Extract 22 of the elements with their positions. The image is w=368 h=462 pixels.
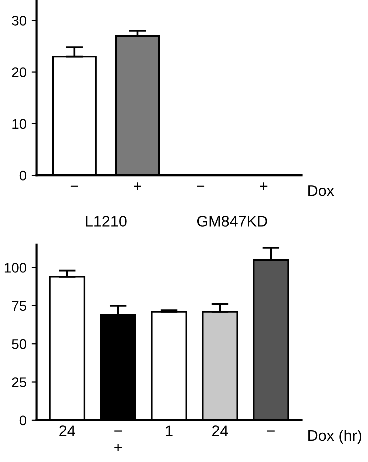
x-tick-label: +: [260, 182, 268, 190]
y-tick-label: 0: [20, 416, 27, 426]
x-tick-label: −: [267, 430, 275, 432]
x-axis-title: Dox: [308, 186, 334, 196]
x-tick-label: −: [70, 186, 78, 187]
y-tick-label: 75: [12, 301, 26, 312]
y-tick-label: 10: [12, 119, 27, 130]
y-tick-label: 20: [12, 68, 27, 78]
x-tick-label: +: [134, 182, 142, 190]
y-tick-label: 0: [20, 170, 27, 181]
y-tick-label: 25: [12, 378, 26, 388]
x-tick-label: 24: [212, 426, 228, 436]
text: L1210: [86, 216, 127, 227]
x-tick-label: −: [197, 186, 205, 187]
y-tick-label: 100: [4, 263, 27, 273]
x-axis-title: Dox (hr): [308, 430, 362, 444]
x-tick-label: − +: [114, 430, 122, 452]
y-tick-label: 50: [12, 339, 27, 350]
x-tick-label: 24: [60, 426, 76, 436]
text: GM847KD: [197, 216, 268, 227]
x-tick-label: 1: [166, 426, 173, 436]
y-tick-label: 30: [12, 16, 27, 26]
